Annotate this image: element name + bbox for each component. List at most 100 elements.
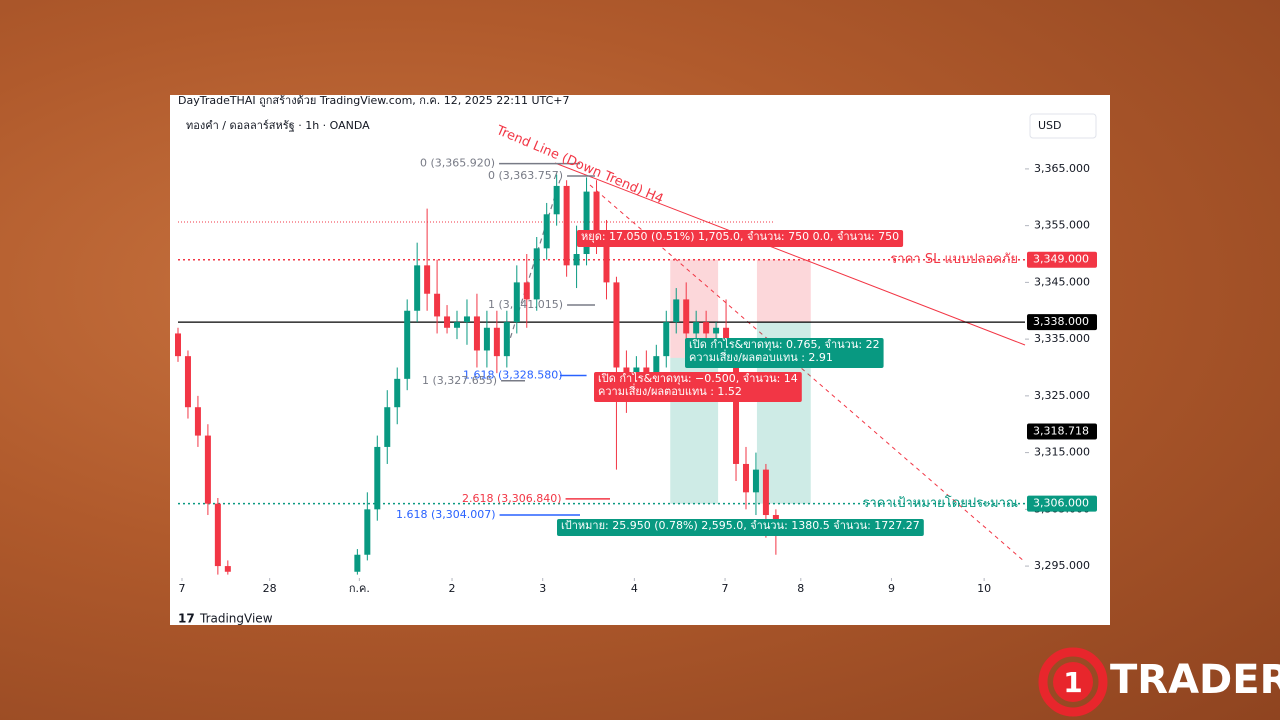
candle-body xyxy=(175,333,181,357)
trade-label-box xyxy=(685,338,884,368)
logo-digit: 1 xyxy=(1063,666,1082,699)
candle-body xyxy=(513,282,520,323)
candle-body xyxy=(573,254,580,266)
x-tick-label: 8 xyxy=(797,582,804,595)
candle-body xyxy=(583,191,590,255)
candle-body xyxy=(384,407,391,447)
x-tick-label: 7 xyxy=(178,582,185,595)
candle-body xyxy=(603,236,610,283)
attribution: DayTradeTHAI ถูกสร้างด้วย TradingView.co… xyxy=(178,94,570,107)
trade-label: เป้าหมาย: 25.950 (0.78%) 2,595.0, จำนวน:… xyxy=(561,519,920,532)
trade-label-box xyxy=(594,372,802,402)
candle-body xyxy=(194,407,201,436)
candle-body xyxy=(653,356,660,379)
plot: 3,365.000 3,355.000 3,345.000 3,335.000 3,32… xyxy=(175,123,1097,595)
x-tick-label: 10 xyxy=(977,582,991,595)
candle-body xyxy=(563,185,570,266)
fib-label: 1.618 (3,304.007) xyxy=(396,508,496,521)
y-tick-label: 3,335.000 xyxy=(1034,332,1090,345)
y-tick-label: 3,345.000 xyxy=(1034,275,1090,288)
candle-body xyxy=(354,554,361,572)
trade-label-box xyxy=(557,519,924,536)
logo-text: TRADER xyxy=(1110,657,1280,703)
candle-body xyxy=(364,509,371,555)
currency-box[interactable] xyxy=(1029,113,1097,139)
fib-label: 1.618 (3,328.580) xyxy=(463,369,563,382)
y-tick-label: 3,365.000 xyxy=(1034,162,1090,175)
price-tag xyxy=(1027,314,1097,331)
candle-body xyxy=(713,327,720,334)
candle-body xyxy=(613,282,620,368)
fib-label: 1 (3,341.015) xyxy=(488,298,563,311)
symbol: ทองคำ / ดอลลาร์สหรัฐ · 1h · OANDA xyxy=(186,119,370,132)
fib-label: 0 (3,365.920) xyxy=(420,157,495,170)
currency[interactable]: USD xyxy=(1038,119,1062,132)
current-price-label: 3,318.718 xyxy=(1033,425,1089,438)
candle-body xyxy=(414,265,421,311)
candle-body xyxy=(543,214,550,249)
candle-body xyxy=(374,446,381,510)
current-price-tag xyxy=(1027,423,1097,440)
candle-body xyxy=(184,356,191,408)
trade-label: เปิด กำไร&ขาดทุน: −0.500, จำนวน: 14 xyxy=(598,372,798,385)
trade-label: ความเสี่ยง/ผลตอบแทน : 1.52 xyxy=(598,383,742,398)
level-text: ราคาเป้าหมายโดยประมาณ xyxy=(862,495,1018,511)
trade-label-box xyxy=(577,230,904,247)
trade-label: ความเสี่ยง/ผลตอบแทน : 2.91 xyxy=(689,349,833,364)
x-tick-label: 28 xyxy=(263,582,277,595)
candle-body xyxy=(214,503,221,567)
candle-body xyxy=(394,378,401,408)
candle-body xyxy=(663,322,670,357)
trend-line xyxy=(554,162,1026,346)
candle-body xyxy=(444,316,451,328)
candle-body xyxy=(424,265,431,294)
x-tick-label: 4 xyxy=(631,582,638,595)
candle-body xyxy=(503,322,510,357)
candle-body xyxy=(733,344,740,464)
candle-body xyxy=(404,310,411,379)
candle-body xyxy=(703,322,710,334)
logo-ring xyxy=(1038,647,1108,717)
candle-body xyxy=(224,566,231,572)
fib-label: 0 (3,363.757) xyxy=(488,169,563,182)
trade-label: หยุด: 17.050 (0.51%) 1,705.0, จำนวน: 750… xyxy=(581,230,899,243)
price-tag xyxy=(1027,251,1097,268)
x-tick-label: 7 xyxy=(722,582,729,595)
logo-core xyxy=(1053,662,1093,702)
position-risk xyxy=(756,259,811,323)
candle-body xyxy=(473,316,480,351)
chart-panel xyxy=(170,95,1110,625)
candle-body xyxy=(463,316,470,323)
y-tick-label: 3,295.000 xyxy=(1034,559,1090,572)
x-tick-label: 9 xyxy=(888,582,895,595)
price-tag-label: 3,306.000 xyxy=(1033,497,1089,510)
fib-label: 2.618 (3,306.840) xyxy=(462,492,562,505)
candle-body xyxy=(523,282,530,300)
candle-body xyxy=(742,463,749,493)
candle-body xyxy=(204,435,211,504)
candle-body xyxy=(683,299,690,334)
candle-body xyxy=(752,469,759,493)
y-tick-label: 3,315.000 xyxy=(1034,446,1090,459)
candle-body xyxy=(434,293,441,317)
footer-brand: TradingView xyxy=(199,612,273,626)
candle-body xyxy=(593,191,600,237)
candle-body xyxy=(723,327,730,345)
y-tick-label: 3,325.000 xyxy=(1034,389,1090,402)
trade-label: เปิด กำไร&ขาดทุน: 0.765, จำนวน: 22 xyxy=(689,338,880,351)
candle-body xyxy=(693,322,700,334)
candle-body xyxy=(762,469,769,516)
candle-body xyxy=(454,322,461,328)
candle-body xyxy=(553,185,560,215)
tv-icon: 17 xyxy=(178,612,195,626)
drawings xyxy=(178,162,1026,563)
price-tag-label: 3,338.000 xyxy=(1033,315,1089,328)
x-tick-label: 3 xyxy=(539,582,546,595)
x-tick-label: 2 xyxy=(449,582,456,595)
x-tick-label: ก.ค. xyxy=(349,582,370,595)
fib-label: 1 (3,327.655) xyxy=(422,374,497,387)
y-tick-label: 3,355.000 xyxy=(1034,219,1090,232)
price-tag-label: 3,349.000 xyxy=(1033,253,1089,266)
